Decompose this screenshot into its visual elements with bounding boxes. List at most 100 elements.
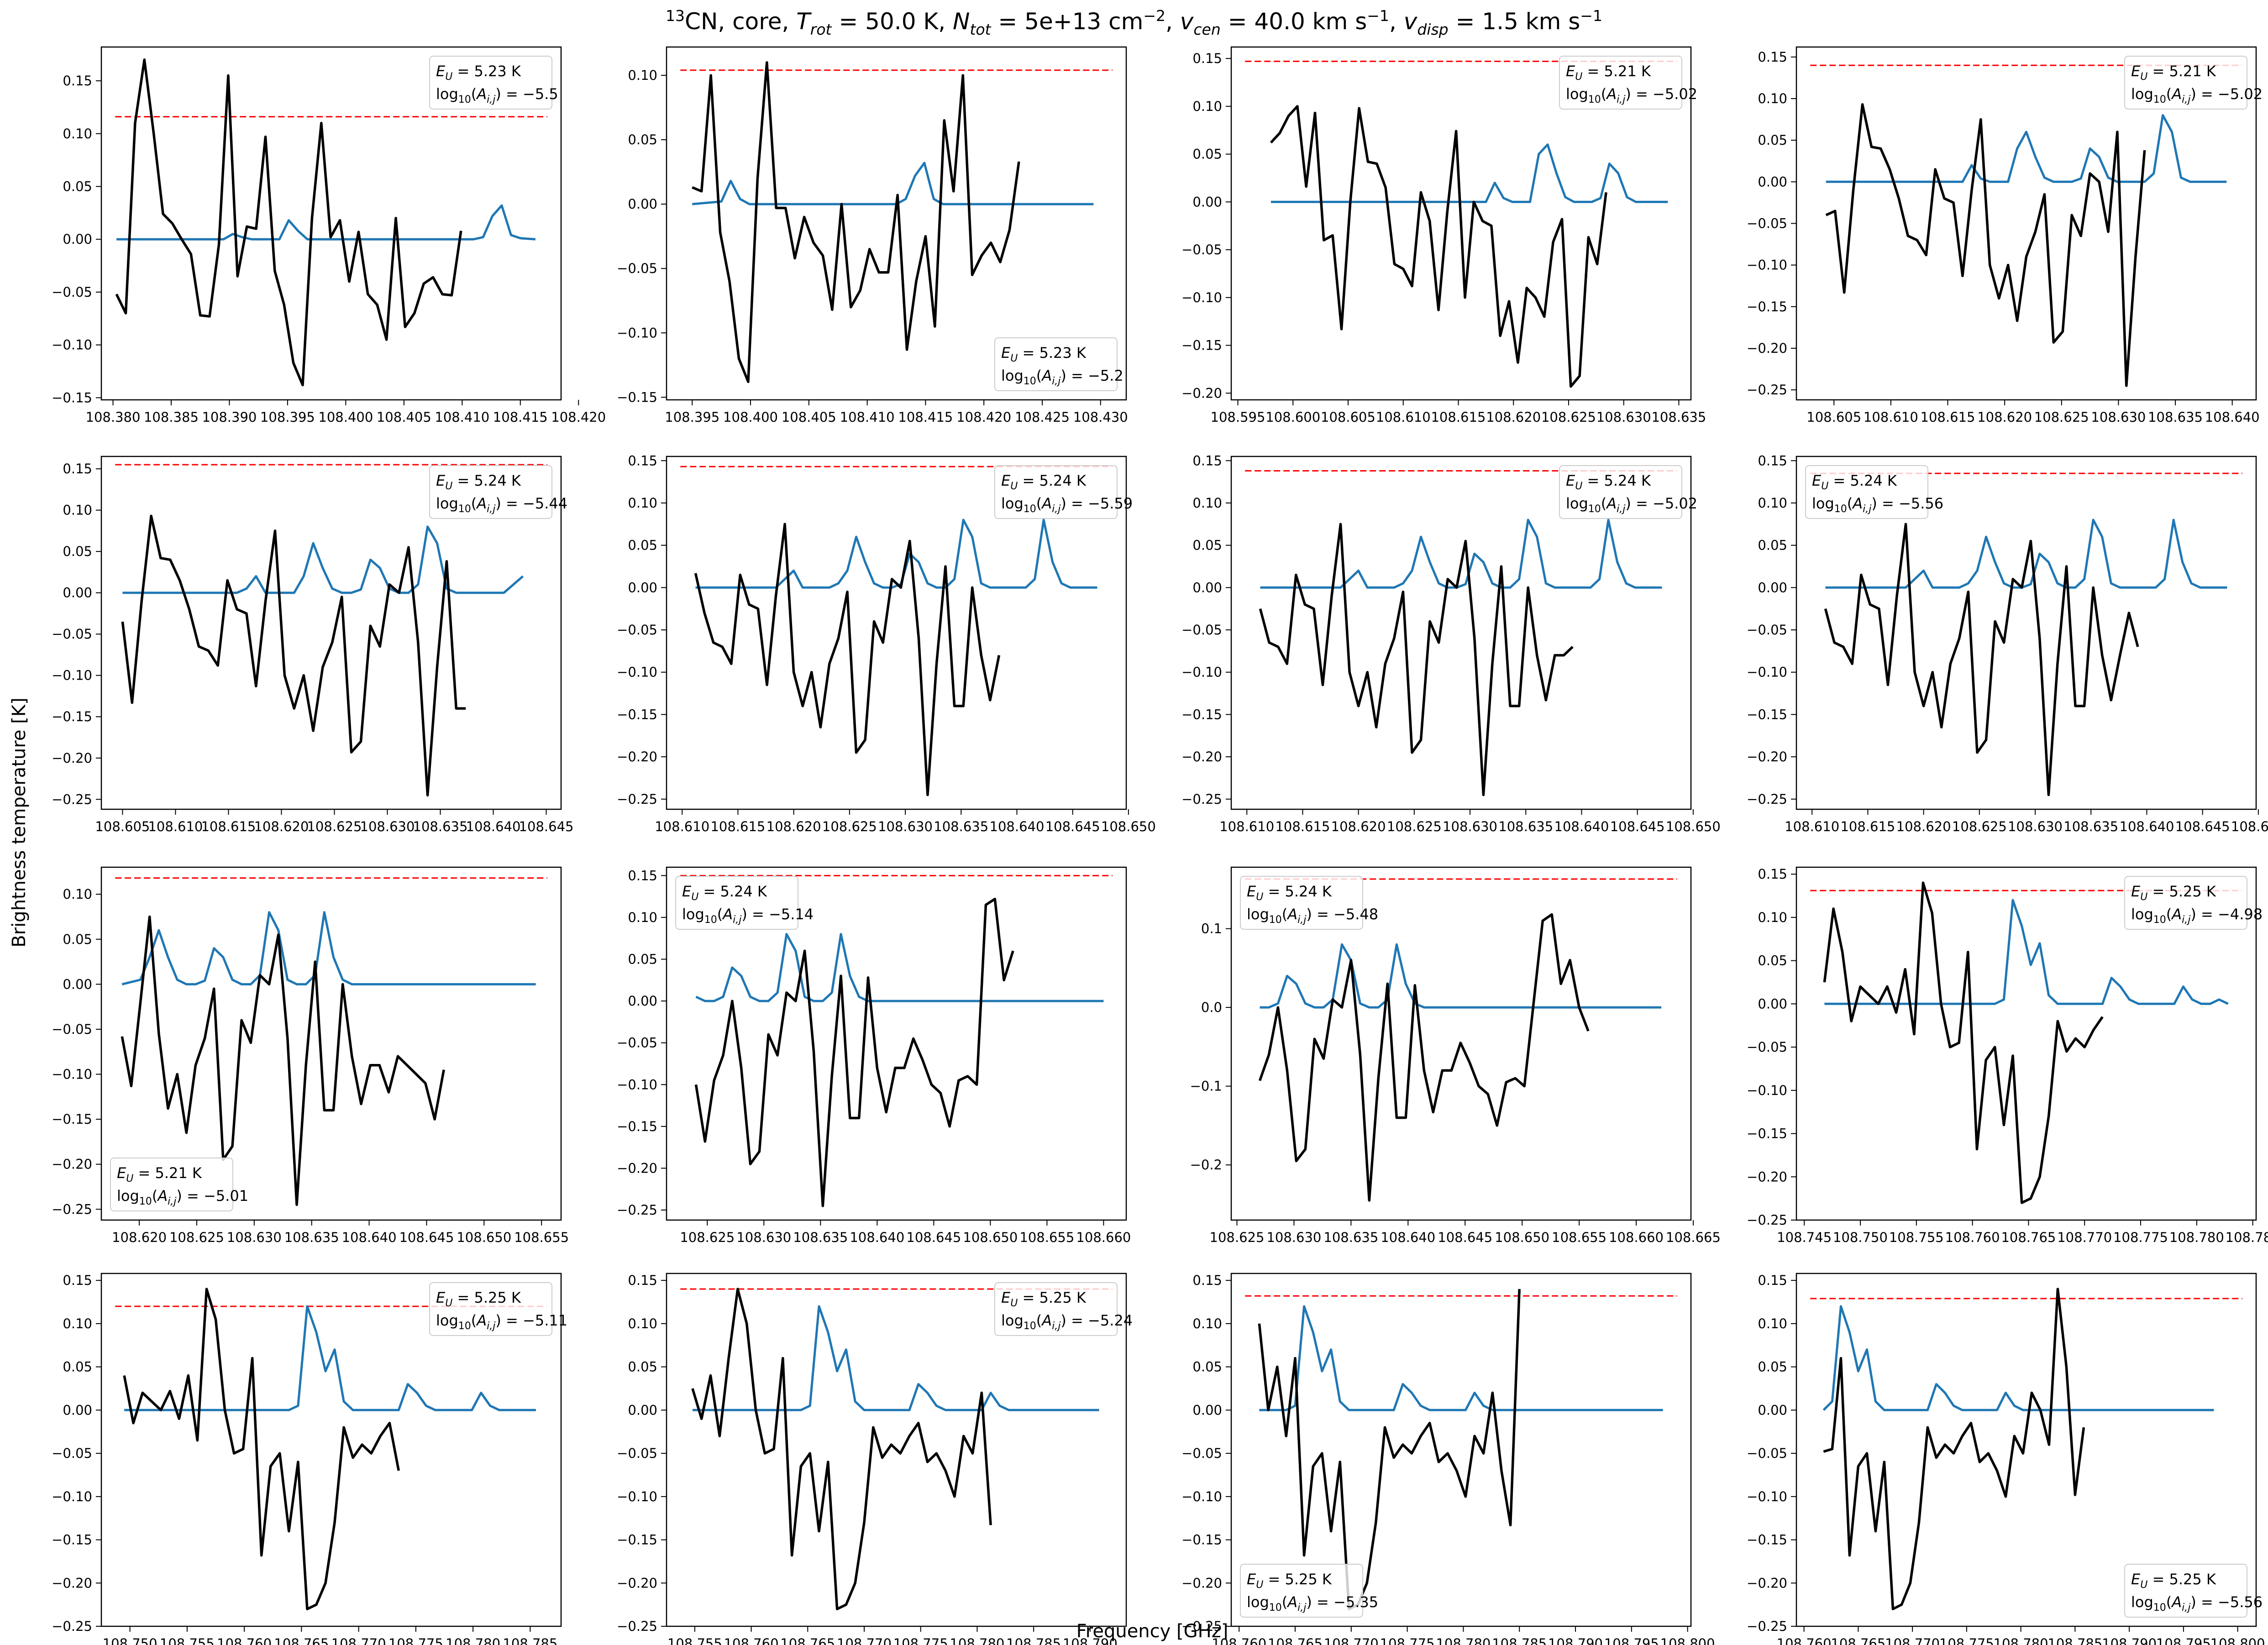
y-tick-label: 0.05 <box>1192 1359 1222 1375</box>
x-tick-label: 108.655 <box>1019 1230 1074 1245</box>
legend-einstein-a: log10(Ai,j) = −5.48 <box>1247 906 1378 926</box>
y-tick-label: 0.10 <box>1758 1316 1787 1331</box>
legend-einstein-a-value: = −5.02 <box>1631 85 1697 103</box>
model-spectrum-line <box>1260 519 1662 589</box>
x-tick-label: 108.420 <box>551 409 606 425</box>
legend-einstein-a: log10(Ai,j) = −5.14 <box>682 906 814 926</box>
y-tick-label: −0.25 <box>1747 1619 1787 1634</box>
y-tick-label: −0.15 <box>1747 1126 1787 1142</box>
y-tick-label: −0.10 <box>1181 665 1222 680</box>
y-tick-label: −0.20 <box>617 749 657 765</box>
y-tick-label: 0.10 <box>63 1316 92 1331</box>
x-tick-label: 108.615 <box>1921 409 1975 425</box>
y-tick-label: 0.10 <box>1758 910 1787 925</box>
x-tick-label: 108.780 <box>1994 1636 2048 1645</box>
legend-einstein-a: log10(Ai,j) = −5.2 <box>1001 367 1124 387</box>
y-tick-label: −0.05 <box>1181 1446 1222 1461</box>
x-tick-label: 108.610 <box>1785 819 1839 834</box>
observed-spectrum-line <box>1258 913 1590 1202</box>
observed-spectrum-line <box>694 897 1014 1207</box>
y-tick-label: −0.1 <box>1190 1079 1222 1094</box>
x-tick-label: 108.615 <box>710 819 765 834</box>
y-tick-label: −0.10 <box>1181 290 1222 305</box>
legend-einstein-a: log10(Ai,j) = −5.56 <box>2131 1593 2263 1614</box>
title-part: rot <box>810 21 832 38</box>
y-tick-label: 0.00 <box>1758 580 1787 595</box>
y-tick-label: −0.05 <box>617 1035 657 1051</box>
y-tick-label: −0.20 <box>1181 1575 1222 1591</box>
y-tick-label: −0.25 <box>617 1202 657 1218</box>
y-tick-label: −0.15 <box>52 1532 92 1548</box>
title-part: = 1.5 km s <box>1449 8 1580 35</box>
y-tick-label: −0.25 <box>1747 382 1787 398</box>
y-tick-label: 0.05 <box>63 178 92 194</box>
x-tick-label: 108.635 <box>1651 409 1706 425</box>
x-tick-label: 108.645 <box>1045 819 1100 834</box>
x-tick-label: 108.645 <box>1610 819 1665 834</box>
model-spectrum-line <box>695 519 1097 589</box>
y-tick-label: −0.15 <box>617 707 657 722</box>
legend-energy: EU = 5.21 K <box>1566 63 1651 83</box>
model-spectrum-line <box>695 933 1104 1002</box>
legend-box: EU = 5.24 K log10(Ai,j) = −5.56 <box>1805 465 1943 519</box>
observed-spectrum-line <box>1270 105 1607 388</box>
x-tick-label: 108.785 <box>503 1636 557 1645</box>
y-tick-label: 0.00 <box>1758 996 1787 1011</box>
y-tick-label: 0.15 <box>1192 1273 1222 1288</box>
x-tick-label: 108.650 <box>1666 819 1721 834</box>
legend-frame <box>429 56 552 110</box>
y-tick-label: 0.10 <box>1758 495 1787 511</box>
model-spectrum-line <box>122 525 524 594</box>
legend-einstein-a-value: = −4.98 <box>2196 906 2263 923</box>
y-tick-label: 0.10 <box>628 1316 657 1331</box>
x-tick-label: 108.635 <box>2148 409 2203 425</box>
model-spectrum-line <box>1824 899 2229 1005</box>
y-tick-label: −0.05 <box>1747 1039 1787 1055</box>
y-tick-label: −0.10 <box>1747 1489 1787 1504</box>
y-tick-label: 0.10 <box>63 886 92 902</box>
x-tick-label: 108.605 <box>1321 409 1376 425</box>
panel-9: 108.620 108.625 108.630 108.635 108.640 108.6… <box>52 866 569 1245</box>
legend-frame <box>2124 1564 2247 1618</box>
panel-14: 108.755 108.760 108.765 108.770 108.775 108.7… <box>617 1273 1133 1645</box>
y-tick-label: 0.0 <box>1201 1000 1222 1015</box>
y-tick-label: 0.05 <box>1192 538 1222 553</box>
x-tick-label: 108.775 <box>1380 1636 1435 1645</box>
y-tick-label: −0.05 <box>1181 242 1222 257</box>
y-tick-label: 0.15 <box>1192 51 1222 66</box>
x-tick-label: 108.635 <box>793 1230 848 1245</box>
axes-frame <box>1230 456 1692 810</box>
y-tick-label: −0.10 <box>617 1077 657 1092</box>
legend-energy-value: = 5.24 K <box>1828 472 1897 489</box>
x-tick-label: 108.635 <box>2063 819 2118 834</box>
y-tick-label: 0.10 <box>1192 495 1222 511</box>
legend-box: EU = 5.23 K log10(Ai,j) = −5.2 <box>994 337 1124 391</box>
panel-grid: 108.380 108.385 108.390 108.395 108.400 108.4… <box>52 46 2268 1645</box>
x-tick-label: 108.780 <box>446 1636 500 1645</box>
legend-einstein-a-value: = −5.02 <box>2196 85 2263 103</box>
y-tick-label: −0.05 <box>1747 622 1787 638</box>
legend-einstein-a-value: = −5.24 <box>1066 1312 1133 1329</box>
legend-box: EU = 5.24 K log10(Ai,j) = −5.14 <box>675 876 814 930</box>
legend-energy: EU = 5.21 K <box>2131 63 2216 83</box>
y-tick-label: 0.10 <box>628 68 657 83</box>
y-tick-label: 0.15 <box>63 461 92 477</box>
x-tick-label: 108.650 <box>457 1230 511 1245</box>
x-tick-label: 108.760 <box>724 1636 779 1645</box>
y-tick-label: 0.00 <box>63 231 92 247</box>
x-tick-label: 108.775 <box>2113 1230 2168 1245</box>
x-tick-label: 108.780 <box>1436 1636 1491 1645</box>
x-tick-label: 108.765 <box>274 1636 329 1645</box>
y-tick-label: −0.05 <box>52 1446 92 1461</box>
y-tick-label: −0.10 <box>617 1489 657 1504</box>
y-tick-label: −0.20 <box>617 1160 657 1176</box>
legend-einstein-a: log10(Ai,j) = −5.5 <box>436 85 558 105</box>
legend-frame <box>1559 56 1682 110</box>
y-tick-label: −0.05 <box>1181 622 1222 638</box>
x-tick-label: 108.625 <box>307 819 362 834</box>
y-tick-label: −0.10 <box>1747 665 1787 680</box>
legend-box: EU = 5.24 K log10(Ai,j) = −5.59 <box>994 465 1133 519</box>
model-spectrum-line <box>1822 1305 2214 1411</box>
x-axis-title: Frequency [GHz] <box>1076 1621 1228 1642</box>
